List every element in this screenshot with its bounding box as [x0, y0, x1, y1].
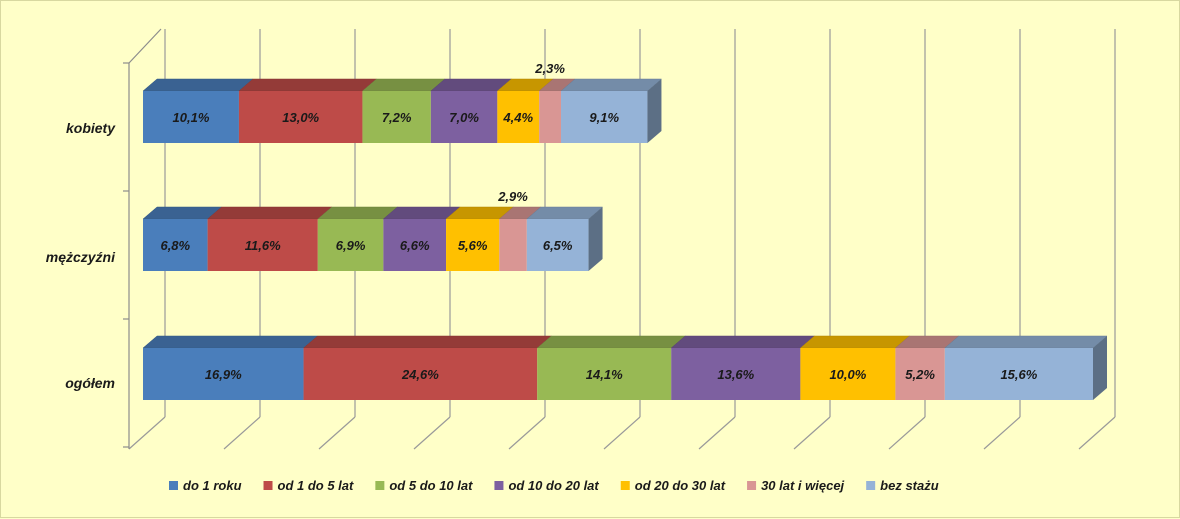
y-axis-top	[128, 28, 162, 64]
gridline-floor	[793, 416, 831, 450]
category-label: mężczyźni	[46, 249, 116, 265]
bar-segment	[671, 348, 801, 400]
legend-label: 30 lat i więcej	[761, 478, 844, 493]
legend-swatch	[375, 481, 385, 490]
data-label: 14,1%	[586, 367, 623, 382]
data-label: 13,0%	[282, 110, 319, 125]
bar-segment	[238, 91, 363, 143]
bar-segment	[143, 348, 304, 400]
data-label: 4,4%	[502, 110, 533, 125]
data-label: 6,5%	[543, 238, 573, 253]
gridline-floor	[698, 416, 736, 450]
bar-segment	[362, 91, 431, 143]
data-label: 7,2%	[382, 110, 412, 125]
data-label: 6,9%	[336, 238, 366, 253]
data-label: 15,6%	[1000, 367, 1037, 382]
bar-segment	[383, 219, 447, 271]
bar-top-face	[560, 78, 663, 92]
bar-top-face	[206, 206, 333, 220]
data-label: 6,8%	[160, 238, 190, 253]
data-label: 13,6%	[717, 367, 754, 382]
gridline-floor	[508, 416, 546, 450]
legend-label: od 5 do 10 lat	[389, 478, 473, 493]
bar-top-face	[302, 335, 552, 349]
bar-segment	[430, 91, 498, 143]
gridline-floor	[888, 416, 926, 450]
legend-label: od 10 do 20 lat	[508, 478, 599, 493]
bar-segment	[143, 219, 208, 271]
legend-label: od 1 do 5 lat	[278, 478, 355, 493]
bar-segment	[143, 91, 239, 143]
legend-swatch	[620, 481, 630, 490]
bar-segment	[499, 219, 527, 271]
bar-segment	[207, 219, 318, 271]
bar-segment	[317, 219, 384, 271]
data-label: 9,1%	[589, 110, 619, 125]
bar-segment	[561, 91, 648, 143]
data-label: 6,6%	[400, 238, 430, 253]
bar-top-face	[536, 335, 686, 349]
bar-top-face	[361, 78, 446, 92]
bar-top-face	[670, 335, 816, 349]
category-label: kobiety	[66, 120, 116, 136]
bar-segment	[539, 91, 561, 143]
data-label: 10,0%	[829, 367, 866, 382]
gridline-floor	[413, 416, 451, 450]
gridline-floor	[223, 416, 261, 450]
legend-swatch	[169, 481, 178, 490]
data-label: 5,6%	[458, 238, 488, 253]
bar-segment	[944, 348, 1093, 400]
bar-segment	[446, 219, 500, 271]
bar-top-face	[944, 335, 1108, 349]
data-label: 24,6%	[401, 367, 439, 382]
legend-label: do 1 roku	[183, 478, 242, 493]
bar-side-face	[588, 207, 603, 271]
legend-label: bez stażu	[880, 478, 939, 493]
bar-top-face	[142, 335, 319, 349]
gridline-floor	[983, 416, 1021, 450]
legend-swatch	[263, 481, 273, 490]
data-label: 5,2%	[905, 367, 935, 382]
data-label: 10,1%	[173, 110, 210, 125]
bar-segment	[800, 348, 896, 400]
bar-side-face	[1093, 336, 1107, 400]
data-label: 7,0%	[449, 110, 479, 125]
category-label: ogółem	[65, 375, 115, 391]
data-label: 16,9%	[205, 367, 242, 382]
legend-label: od 20 do 30 lat	[635, 478, 726, 493]
data-label: 2,9%	[497, 189, 528, 204]
legend-swatch	[494, 481, 504, 490]
gridline-floor	[318, 416, 356, 450]
bar-segment	[497, 91, 540, 143]
gridline-floor	[1078, 416, 1116, 450]
bar-top-face	[142, 78, 254, 92]
bar-side-face	[647, 79, 662, 143]
gridline-floor	[128, 416, 166, 450]
bar-top-face	[238, 78, 378, 92]
bar-top-face	[799, 335, 911, 349]
legend-swatch	[866, 481, 876, 490]
data-label: 11,6%	[245, 238, 281, 253]
data-label: 2,3%	[534, 61, 565, 76]
bar-segment	[526, 219, 589, 271]
bar-segment	[537, 348, 672, 400]
bar-segment	[303, 348, 538, 400]
gridline-floor	[603, 416, 641, 450]
legend-swatch	[747, 481, 757, 490]
bar-segment	[895, 348, 945, 400]
